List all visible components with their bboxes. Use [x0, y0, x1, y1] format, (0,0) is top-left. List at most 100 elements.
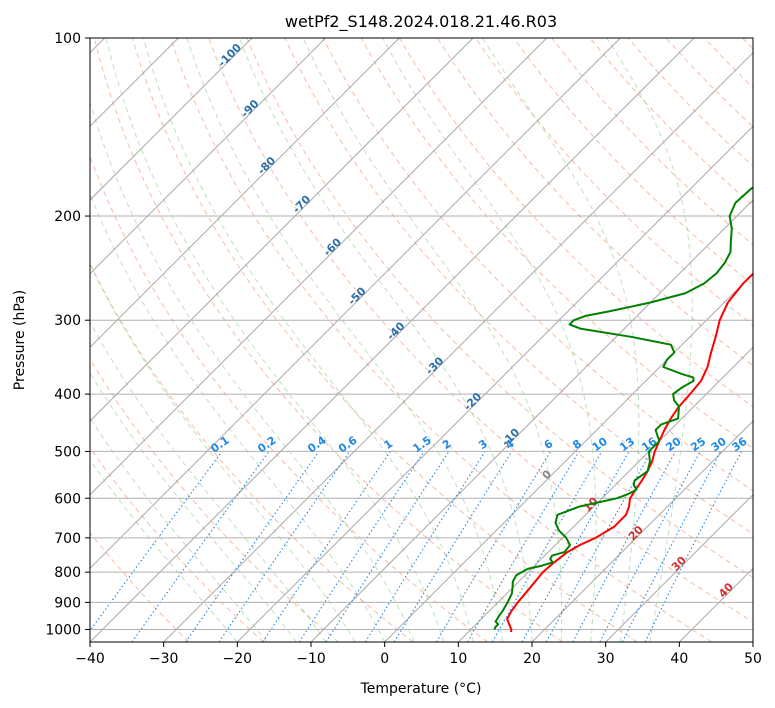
y-tick-label: 600 [54, 491, 81, 507]
isotherm-label: -60 [321, 235, 344, 258]
mixing-ratio-line [435, 451, 552, 642]
mixing-ratio-line [90, 451, 223, 632]
mixing-ratio-label: 6 [542, 437, 556, 452]
moist-adiabat [302, 38, 563, 642]
isotherm-line [678, 567, 753, 642]
mixing-ratio-line [298, 451, 425, 642]
isotherm-line [90, 38, 695, 642]
mixing-ratio-line [572, 451, 676, 642]
moist-adiabat [90, 321, 327, 642]
mixing-ratio-line [218, 451, 351, 642]
x-tick-label: 0 [380, 651, 389, 667]
moist-adiabat [90, 417, 268, 642]
mixing-ratio-label: 0.4 [305, 433, 329, 455]
y-tick-label: 200 [54, 209, 81, 225]
x-tick-label: −30 [149, 651, 179, 667]
isotherm-line [310, 199, 753, 642]
mixing-ratio-label: 0.2 [255, 434, 278, 456]
isotherm-line [90, 38, 548, 496]
y-tick-label: 900 [54, 595, 81, 611]
mixing-ratio-label: 3 [476, 437, 490, 452]
dry-adiabat [398, 38, 753, 408]
isotherm-line [605, 493, 753, 642]
x-tick-label: 30 [597, 651, 615, 667]
mixing-ratio-line [521, 451, 630, 642]
isotherm-label: -100 [215, 41, 244, 70]
y-tick-label: 800 [54, 565, 81, 581]
x-tick-label: 10 [449, 651, 467, 667]
isotherm-line [752, 641, 753, 642]
series-layer [493, 186, 753, 633]
y-axis-title: Pressure (hPa) [12, 290, 28, 390]
moist-adiabat [606, 38, 693, 642]
dry-adiabat [246, 38, 753, 578]
mixing-ratio-label: 2 [440, 437, 454, 452]
mixing-ratio-line [393, 451, 513, 642]
dry-adiabat [551, 38, 753, 246]
dry-adiabat [90, 531, 190, 642]
moist-adiabat [105, 38, 445, 642]
mixing-ratio-line [621, 451, 722, 642]
y-tick-label: 300 [54, 313, 81, 329]
mixing-ratio-line [364, 451, 486, 642]
x-tick-label: 40 [670, 651, 688, 667]
axes: −40 −30 −20 −10 0 10 20 30 40 5010020030040050060… [45, 31, 762, 667]
x-tick-label: 20 [523, 651, 541, 667]
dry-adiabat [93, 38, 563, 642]
isotherm-line [163, 51, 753, 642]
moist-adiabat [90, 459, 238, 642]
isotherm-label: 20 [626, 523, 646, 543]
isotherm-label: -40 [384, 319, 407, 342]
isotherm-line [90, 38, 474, 422]
moist-adiabat [382, 38, 597, 642]
isotherm-line [236, 125, 753, 642]
y-tick-label: 700 [54, 531, 81, 547]
x-axis-title: Temperature (°C) [360, 681, 482, 697]
isotherm-label: -70 [290, 193, 313, 216]
dry-adiabat [90, 358, 339, 642]
y-tick-label: 1000 [45, 622, 81, 638]
dry-adiabat [436, 38, 753, 367]
isotherm-label: -30 [423, 354, 446, 377]
dry-adiabat [513, 38, 753, 286]
dry-adiabat [90, 262, 414, 642]
moist-adiabat [481, 38, 640, 642]
plot-frame [89, 37, 754, 643]
isotherm-line [90, 38, 253, 201]
dry-adiabat [131, 38, 638, 642]
x-tick-label: 50 [744, 651, 762, 667]
isotherm-line [531, 420, 753, 642]
dry-adiabat [589, 38, 753, 206]
dewpoint-profile [493, 186, 753, 630]
mixing-ratio-line [644, 451, 742, 642]
mixing-ratio-line [467, 451, 580, 642]
x-tick-label: −40 [75, 651, 105, 667]
isotherm-label: -50 [345, 284, 368, 307]
mixing-ratio-line [262, 451, 391, 642]
moist-adiabat [90, 192, 386, 642]
mixing-ratio-label: 0.1 [208, 434, 231, 456]
mixing-ratio-line [545, 451, 652, 642]
moist-adiabat [90, 371, 297, 642]
mixing-ratio-line [599, 451, 701, 642]
dry-adiabat [360, 38, 753, 450]
isotherm-label: -80 [255, 154, 278, 177]
x-tick-label: −20 [223, 651, 253, 667]
isotherm-line [457, 346, 753, 642]
isotherm-label: 40 [716, 580, 736, 600]
dry-adiabat [90, 446, 264, 642]
isotherm-line [90, 38, 400, 349]
isotherm-line [384, 272, 753, 642]
isotherm-label: -90 [238, 97, 261, 120]
dry-adiabat [170, 38, 712, 642]
isotherm-label: -10 [499, 426, 522, 449]
moist-adiabat [142, 38, 474, 642]
y-tick-label: 400 [54, 387, 81, 403]
isotherm-line [90, 38, 621, 570]
chart-title: wetPf2_S148.2024.018.21.46.R03 [285, 12, 557, 32]
moist-adiabat [90, 262, 356, 642]
dry-adiabat [90, 155, 488, 642]
mixing-ratio-line [325, 451, 450, 642]
moist-adiabat [186, 38, 503, 642]
